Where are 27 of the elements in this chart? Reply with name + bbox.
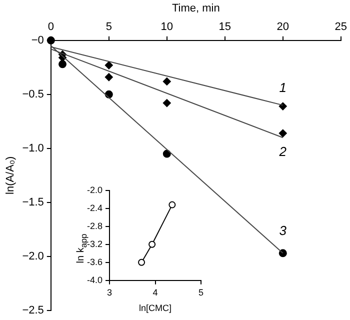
y-tick-label: -2.0 bbox=[86, 184, 103, 195]
y-tick-label: -2.8 bbox=[86, 220, 103, 231]
y-tick-label: -4.0 bbox=[86, 274, 103, 285]
x-tick-label: 15 bbox=[218, 20, 232, 33]
y-tick-label: −2.5 bbox=[22, 304, 44, 316]
x-tick-label: 3 bbox=[107, 287, 112, 298]
y-tick-label: -3.6 bbox=[86, 256, 103, 267]
y-tick-label: -2.4 bbox=[86, 202, 103, 213]
x-tick-label: 20 bbox=[276, 20, 290, 33]
y-tick-label: -3.2 bbox=[86, 238, 103, 249]
x-tick-label: 5 bbox=[106, 20, 112, 33]
annotation: 3 bbox=[279, 222, 288, 238]
x-tick-label: 4 bbox=[152, 287, 158, 298]
x-tick-label: 25 bbox=[334, 20, 348, 33]
x-tick-label: 10 bbox=[160, 20, 174, 33]
y-tick-label: −2.0 bbox=[22, 250, 44, 262]
x-axis-title: Time, min bbox=[172, 2, 220, 15]
annotation: 2 bbox=[278, 144, 288, 160]
x-axis-title: ln[CMC] bbox=[138, 303, 172, 314]
x-tick-label: 5 bbox=[198, 287, 204, 298]
y-tick-label: −1.5 bbox=[22, 196, 44, 208]
y-axis-title: ln(A/A₀) bbox=[4, 156, 17, 194]
y-tick-label: −1.0 bbox=[22, 142, 44, 154]
x-tick-label: 0 bbox=[48, 20, 54, 33]
y-tick-label: −0.5 bbox=[22, 88, 44, 100]
y-tick-label: −0 bbox=[31, 34, 44, 46]
annotation: 1 bbox=[279, 80, 287, 95]
